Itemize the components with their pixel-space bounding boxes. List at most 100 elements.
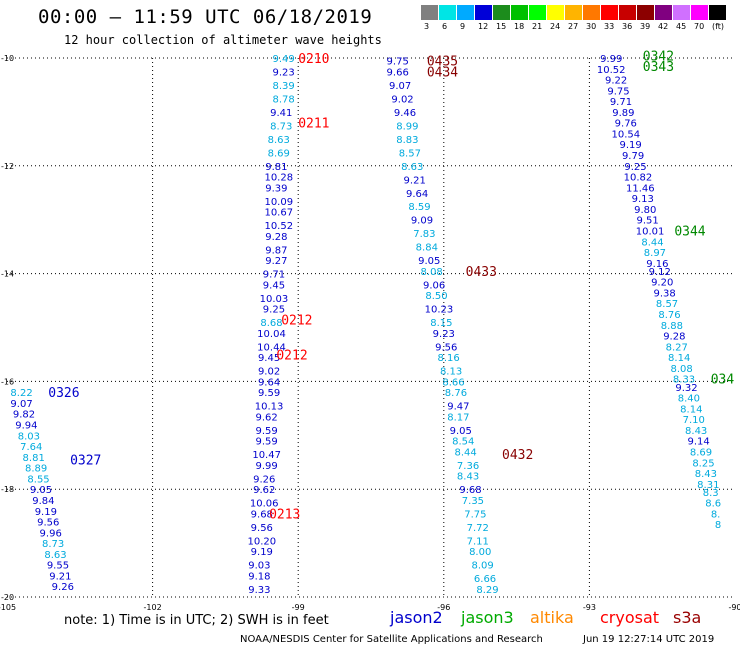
wave-height-value: 8.43	[457, 472, 479, 483]
wave-height-value: 8	[715, 520, 721, 531]
wave-height-value: 8.27	[666, 342, 688, 353]
wave-height-value: 9.71	[263, 270, 285, 281]
map-subtitle: 12 hour collection of altimeter wave hei…	[64, 33, 382, 47]
colorbar-label: 33	[604, 22, 615, 31]
wave-height-value: 8.40	[678, 394, 700, 405]
pass-time-label: 0435	[427, 55, 458, 70]
wave-height-value: 9.56	[37, 518, 59, 529]
wave-height-value: 9.25	[624, 162, 646, 173]
wave-height-value: 7.83	[413, 229, 435, 240]
wave-height-value: 9.14	[687, 437, 709, 448]
wave-height-value: 9.02	[391, 94, 413, 105]
wave-height-value: 9.05	[418, 256, 440, 267]
wave-height-value: 10.67	[264, 208, 293, 219]
wave-height-value: 7.11	[467, 536, 489, 547]
lat-tick-label: -10	[1, 54, 14, 63]
wave-height-value: 9.05	[450, 426, 472, 437]
wave-height-value: 10.13	[255, 402, 284, 413]
wave-height-value: 8.43	[685, 426, 707, 437]
wave-height-value: 8.22	[10, 388, 32, 399]
colorbar-label: (ft)	[712, 22, 725, 31]
wave-height-value: 6.66	[474, 574, 496, 585]
wave-height-value: 8.89	[25, 464, 47, 475]
lat-tick-label: -12	[1, 162, 14, 171]
colorbar-label: 36	[622, 22, 633, 31]
pass-time-label: 0326	[48, 386, 79, 401]
wave-height-value: 9.27	[265, 256, 287, 267]
wave-height-value: 9.46	[394, 108, 416, 119]
wave-height-value: 10.23	[425, 305, 454, 316]
wave-height-value: 8.81	[23, 453, 45, 464]
wave-height-value: 8.3	[703, 488, 719, 499]
wave-height-value: 9.16	[646, 259, 668, 270]
wave-height-value: 8.08	[421, 267, 443, 278]
colorbar-label: 24	[550, 22, 561, 31]
wave-height-value: 8.76	[445, 388, 467, 399]
colorbar-swatch	[637, 5, 655, 20]
colorbar-swatch	[583, 5, 601, 20]
wave-height-value: 10.82	[624, 173, 653, 184]
legend-s3a: s3a	[673, 608, 702, 627]
wave-height-value: 9.75	[387, 57, 409, 68]
colorbar-labels: 3 6 9 12 15 18 21 24 27 30 33 36 39 42 45 70 (ft)	[421, 22, 740, 34]
wave-height-value: 9.26	[253, 474, 275, 485]
wave-height-value: 8.44	[641, 237, 663, 248]
wave-height-value: 10.52	[264, 221, 293, 232]
wave-height-value: 8.54	[452, 437, 474, 448]
wave-height-value: 8.15	[430, 318, 452, 329]
wave-height-value: 8.63	[268, 135, 290, 146]
wave-height-value: 8.73	[42, 539, 64, 550]
wave-height-value: 9.68	[459, 485, 481, 496]
wave-height-value: 9.22	[605, 76, 627, 87]
wave-height-value: 8.25	[692, 458, 714, 469]
lon-tick-label: -90	[728, 603, 740, 612]
wave-height-value: 8.69	[690, 447, 712, 458]
wave-height-value: 9.12	[649, 267, 671, 278]
wave-height-value: 9.21	[49, 571, 71, 582]
lat-tick-label: -16	[1, 377, 14, 386]
wave-height-value: 9.07	[10, 399, 32, 410]
wave-height-value: 9.82	[13, 410, 35, 421]
wave-height-value: 9.80	[634, 205, 656, 216]
wave-height-value: 9.21	[404, 175, 426, 186]
colorbar-swatch	[673, 5, 691, 20]
wave-height-value: 9.59	[256, 426, 278, 437]
wave-height-value: 8.13	[440, 367, 462, 378]
wave-height-value: 8.17	[447, 412, 469, 423]
legend-cryosat: cryosat	[600, 608, 660, 627]
wave-height-value: 9.56	[435, 342, 457, 353]
colorbar-label: 39	[640, 22, 651, 31]
wave-height-value: 8.44	[455, 447, 477, 458]
wave-height-value: 9.26	[52, 582, 74, 593]
wave-height-value: 9.09	[411, 216, 433, 227]
pass-time-label: 0211	[298, 117, 329, 132]
wave-height-value: 8.68	[260, 318, 282, 329]
wave-height-value: 9.05	[30, 485, 52, 496]
wave-height-value: 8.69	[268, 148, 290, 159]
credit-text: NOAA/NESDIS Center for Satellite Applica…	[240, 634, 543, 645]
colorbar-swatch	[601, 5, 619, 20]
wave-height-value: 10.47	[252, 450, 281, 461]
wave-height-value: 7.75	[464, 509, 486, 520]
wave-height-value: 8.08	[670, 364, 692, 375]
wave-height-value: 9.28	[265, 232, 287, 243]
wave-height-value: 7.64	[20, 442, 42, 453]
wave-height-value: 9.55	[47, 561, 69, 572]
wave-height-value: 9.51	[637, 216, 659, 227]
pass-time-label: 0212	[276, 348, 307, 363]
lon-tick-label: -99	[292, 603, 305, 612]
wave-height-value: 9.47	[447, 402, 469, 413]
wave-height-value: 9.19	[620, 140, 642, 151]
wave-height-value: 10.03	[260, 294, 289, 305]
wave-height-value: 11.46	[626, 183, 655, 194]
wave-height-value: 7.36	[457, 461, 479, 472]
wave-height-value: 9.64	[406, 189, 428, 200]
colorbar-label: 12	[478, 22, 489, 31]
wave-height-value: 8.14	[680, 404, 702, 415]
wave-height-value: 9.33	[248, 585, 270, 596]
wave-height-value: 8.66	[442, 377, 464, 388]
lat-tick-label: -14	[1, 270, 14, 279]
wave-height-value: 10.09	[264, 197, 293, 208]
lon-tick-label: -105	[0, 603, 16, 612]
wave-height-value: 8.99	[396, 121, 418, 132]
